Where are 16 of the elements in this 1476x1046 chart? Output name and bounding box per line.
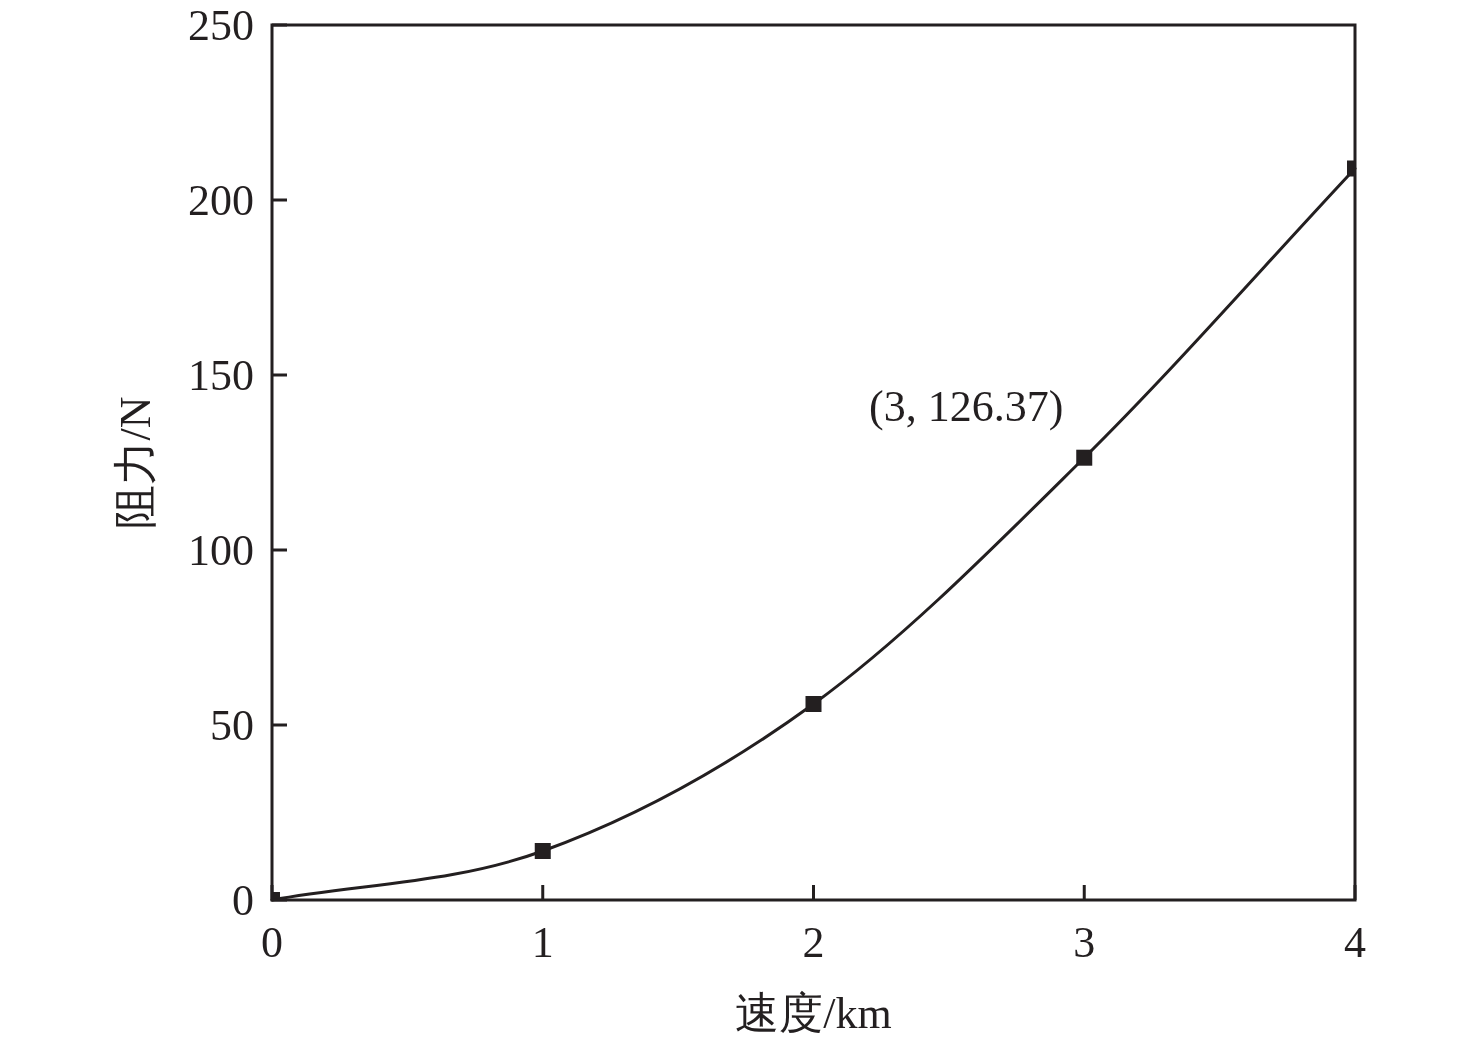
x-tick-label: 3 bbox=[1073, 918, 1096, 967]
x-tick-label: 4 bbox=[1344, 918, 1366, 967]
y-tick-label: 250 bbox=[188, 1, 254, 50]
x-tick-label: 1 bbox=[531, 918, 554, 967]
x-tick-label: 2 bbox=[802, 918, 825, 967]
annotation: (3, 126.37) bbox=[869, 381, 1064, 431]
point bbox=[534, 843, 551, 859]
point bbox=[1076, 449, 1093, 466]
y-tick-label: 50 bbox=[210, 701, 254, 750]
y-axis-title: 阻力/N bbox=[111, 396, 160, 529]
y-tick-label: 150 bbox=[188, 351, 254, 400]
y-tick-label: 0 bbox=[232, 876, 254, 925]
y-tick-label: 200 bbox=[188, 176, 254, 225]
point bbox=[805, 696, 822, 712]
x-axis-title: 速度/km bbox=[735, 989, 892, 1038]
y-tick-label: 100 bbox=[188, 526, 254, 575]
